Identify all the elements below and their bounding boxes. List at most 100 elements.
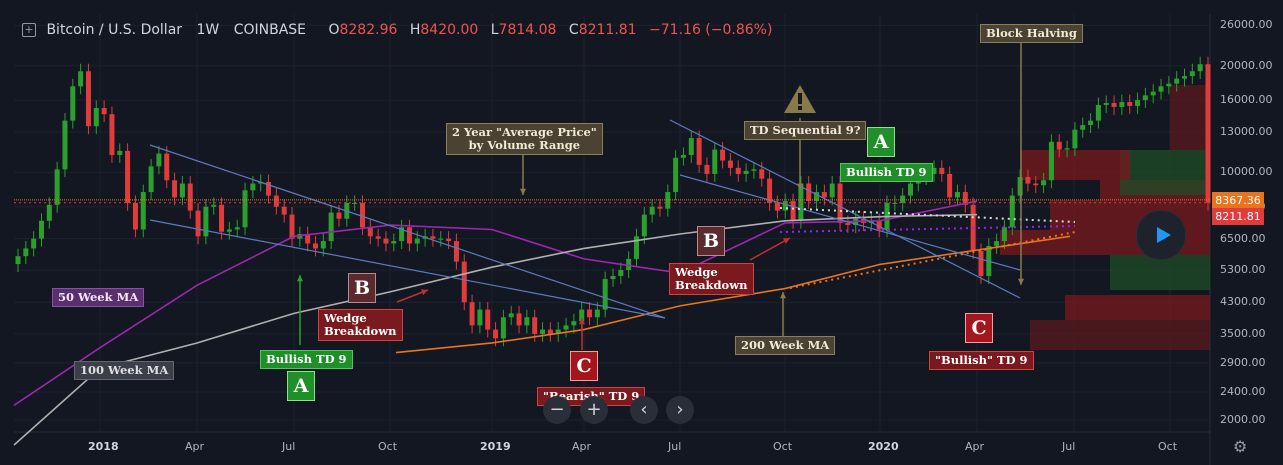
candle-body <box>774 202 780 211</box>
candle-body <box>931 167 937 174</box>
candle-body <box>571 321 577 326</box>
candle-body <box>704 164 710 174</box>
candle-body <box>751 169 757 171</box>
wedge1-line2: Breakdown <box>324 324 397 338</box>
play-replay-button[interactable] <box>1136 210 1186 260</box>
candle-body <box>485 309 491 330</box>
candle-body <box>242 190 248 228</box>
time-tick-label: Oct <box>378 440 398 453</box>
projection-price-box: 8367.36 <box>1212 192 1264 209</box>
wedge2-line2: Breakdown <box>675 278 748 292</box>
candle-body <box>657 206 663 209</box>
candle-body <box>62 120 68 170</box>
candle-body <box>469 302 475 326</box>
candle-body <box>109 114 115 155</box>
bullish-td9-quoted-label: "Bullish" TD 9 <box>929 351 1034 370</box>
candle-body <box>1166 83 1172 87</box>
candle-body <box>305 234 311 244</box>
candle-body <box>641 214 647 237</box>
candle-body <box>908 183 913 196</box>
bullish-td9-right-label: Bullish TD 9 <box>840 163 933 182</box>
change-value: −71.16 (−0.86%) <box>649 22 773 38</box>
annotation-arrowhead <box>296 275 304 282</box>
candle-body <box>876 220 882 230</box>
candle-body <box>187 183 193 211</box>
zoom-in-button[interactable]: + <box>580 396 608 424</box>
annotation-arrowhead <box>519 188 527 195</box>
candle-body <box>665 192 671 209</box>
candle-body <box>453 241 459 262</box>
symbol-header: + Bitcoin / U.S. Dollar 1W COINBASE O828… <box>22 22 772 38</box>
candle-body <box>500 317 506 339</box>
wedge-trendline <box>149 144 666 319</box>
candle-body <box>438 238 444 240</box>
candle-body <box>70 86 76 121</box>
price-tick-label: 20000.00 <box>1220 58 1273 72</box>
candle-body <box>1001 227 1007 242</box>
scroll-left-button[interactable]: ‹ <box>630 396 658 424</box>
add-symbol-icon[interactable]: + <box>22 23 36 37</box>
candle-body <box>281 206 287 215</box>
candle-body <box>132 202 138 230</box>
ma50-label: 50 Week MA <box>52 288 145 307</box>
settings-gear-icon[interactable]: ⚙ <box>1233 437 1248 456</box>
candle-body <box>845 222 851 226</box>
scroll-right-button[interactable]: › <box>666 396 694 424</box>
time-tick-label: Apr <box>965 440 985 453</box>
candle-body <box>179 183 185 198</box>
candle-body <box>1189 71 1195 77</box>
candle-body <box>1174 78 1180 84</box>
candle-body <box>649 206 655 215</box>
candle-body <box>1009 195 1015 228</box>
candle-body <box>461 261 467 303</box>
candle-body <box>31 238 37 249</box>
annotation-arrowhead <box>779 292 787 299</box>
projection-ma200-dots <box>789 231 1076 289</box>
candle-body <box>383 238 389 244</box>
candle-body <box>524 317 530 326</box>
candle-body <box>211 204 217 207</box>
candle-body <box>164 153 170 181</box>
ma100-label: 100 Week MA <box>74 361 175 380</box>
annotation-arrow <box>749 237 791 261</box>
volume-profile-bar <box>1110 255 1210 290</box>
volume-profile-bar <box>1065 295 1210 320</box>
candle-body <box>1111 103 1117 107</box>
candle-body <box>172 180 178 198</box>
annotation-arrowhead <box>421 289 428 296</box>
candle-body <box>1041 180 1047 186</box>
candle-body <box>555 329 561 334</box>
candle-body <box>1158 86 1164 92</box>
candle-body <box>540 329 546 334</box>
interval-label[interactable]: 1W <box>196 22 220 38</box>
ma200-label: 200 Week MA <box>735 336 836 355</box>
low-value: 7814.08 <box>498 22 557 38</box>
marker-a-left: A <box>287 371 315 401</box>
candle-body <box>1080 125 1086 130</box>
candle-body <box>814 192 820 202</box>
candle-body <box>1197 64 1203 72</box>
candle-body <box>1088 120 1094 126</box>
price-tick-label: 2400.00 <box>1220 384 1266 398</box>
candle-body <box>978 250 984 276</box>
candle-body <box>680 154 686 158</box>
candle-body <box>477 309 483 326</box>
candle-body <box>203 206 209 237</box>
candle-body <box>195 210 201 237</box>
candle-body <box>15 256 21 265</box>
candle-body <box>234 227 240 230</box>
close-value: 8211.81 <box>578 22 637 38</box>
candle-body <box>219 204 225 232</box>
candle-body <box>587 309 593 318</box>
candle-body <box>406 227 412 244</box>
candle-body <box>493 329 499 339</box>
marker-c-left: C <box>570 351 598 381</box>
low-label: L <box>490 22 499 38</box>
candle-body <box>720 149 726 161</box>
candle-body <box>712 149 718 174</box>
annotation-arrowhead <box>578 318 586 325</box>
candle-body <box>1064 148 1070 150</box>
candle-body <box>735 167 741 174</box>
candle-body <box>727 160 733 168</box>
zoom-out-button[interactable]: − <box>543 396 571 424</box>
